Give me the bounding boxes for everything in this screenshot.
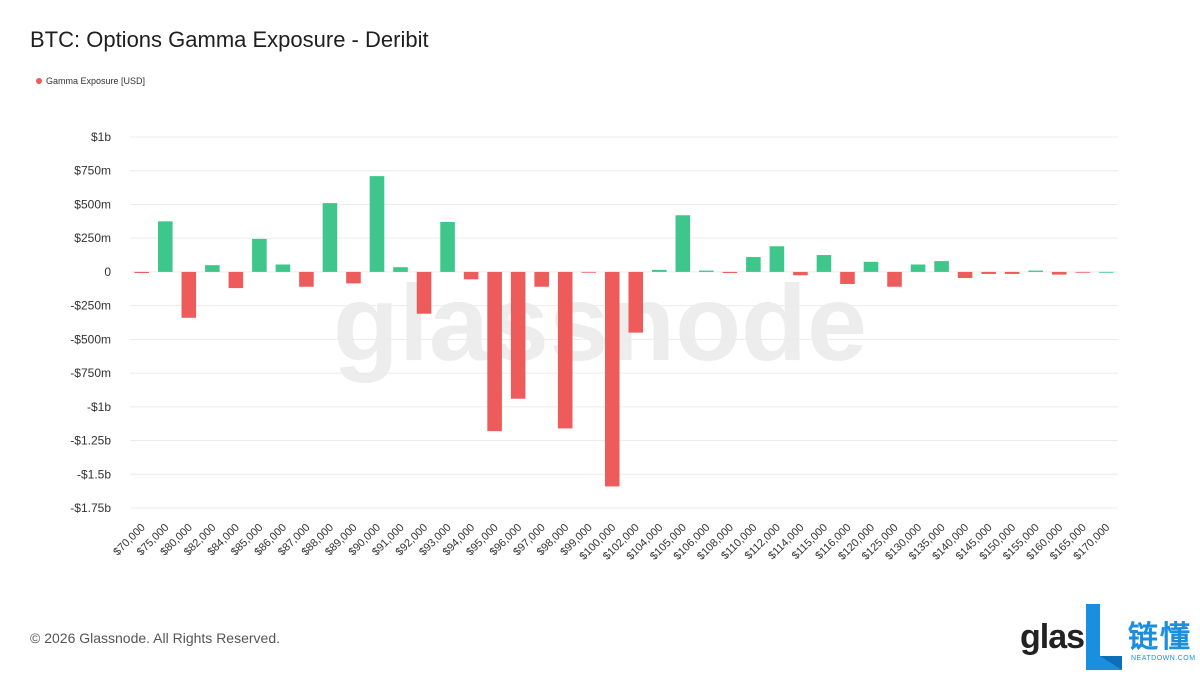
bar [134,271,150,273]
bar [910,264,926,272]
bar [369,176,385,272]
y-tick-label: -$500m [70,332,111,346]
partner-logo-subtitle: NEATDOWN.COM [1131,655,1196,662]
y-tick-label: $250m [74,231,111,245]
bar [534,271,549,287]
bar [181,271,197,318]
bar [322,203,338,272]
bar [957,271,973,278]
bar [675,215,691,272]
bar [840,271,855,285]
bar [769,246,785,272]
bar [651,269,667,272]
bar [299,271,314,287]
bar [440,221,455,272]
watermark: glassnode [333,262,867,383]
bar [510,271,526,399]
bar [416,271,432,314]
bar [816,255,832,272]
y-tick-label: -$1.5b [77,467,111,481]
bar [1051,271,1067,275]
bar [487,271,502,432]
bar [722,271,738,273]
bar [393,267,408,272]
y-axis: $1b $750m $500m $250m 0 -$250m -$500m -$750m -$1… [70,130,111,515]
bar [793,271,808,276]
y-tick-label: -$1.25b [70,434,111,448]
y-tick-label: -$250m [70,299,111,313]
chart-title: BTC: Options Gamma Exposure - Deribit [30,27,429,52]
y-tick-label: $750m [74,164,111,178]
bar [157,221,173,272]
bar [604,271,620,487]
y-tick-label: $500m [74,197,111,211]
bar [628,271,644,333]
y-tick-label: $1b [91,130,111,144]
legend-label: Gamma Exposure [USD] [46,76,146,86]
bar [887,271,902,287]
chart-legend[interactable]: Gamma Exposure [USD] [36,76,145,86]
legend-marker [36,78,42,84]
grid-lines [130,136,1118,509]
bar [275,264,291,272]
bar [1028,270,1043,272]
glassnode-logo: glas [1020,618,1085,656]
partner-logo-mark [1086,604,1122,670]
x-axis: $70,000$75,000$80,000$82,000$84,000$85,0… [111,522,1112,563]
bar [557,271,573,429]
bars [134,176,1114,487]
bar [934,261,949,272]
y-tick-label: -$750m [70,366,111,380]
bar [581,271,597,273]
bar [699,270,714,272]
y-tick-label: -$1.75b [70,501,111,515]
bar [346,271,361,284]
bar [463,271,479,280]
bar [981,271,996,274]
bar [746,257,761,272]
partner-logo-text: 链懂 [1128,621,1192,654]
bar [1098,271,1114,273]
bar [228,271,244,289]
copyright-text: © 2026 Glassnode. All Rights Reserved. [30,630,281,646]
bar [205,265,220,272]
bar [863,261,879,272]
y-tick-label: -$1b [87,400,111,414]
bar [1075,271,1091,273]
bar [252,238,267,272]
bar [1004,271,1020,274]
y-tick-label: 0 [104,265,111,279]
gamma-exposure-chart: glassnode $1b $750m $500m $250m 0 -$250m -$500… [70,130,1118,563]
